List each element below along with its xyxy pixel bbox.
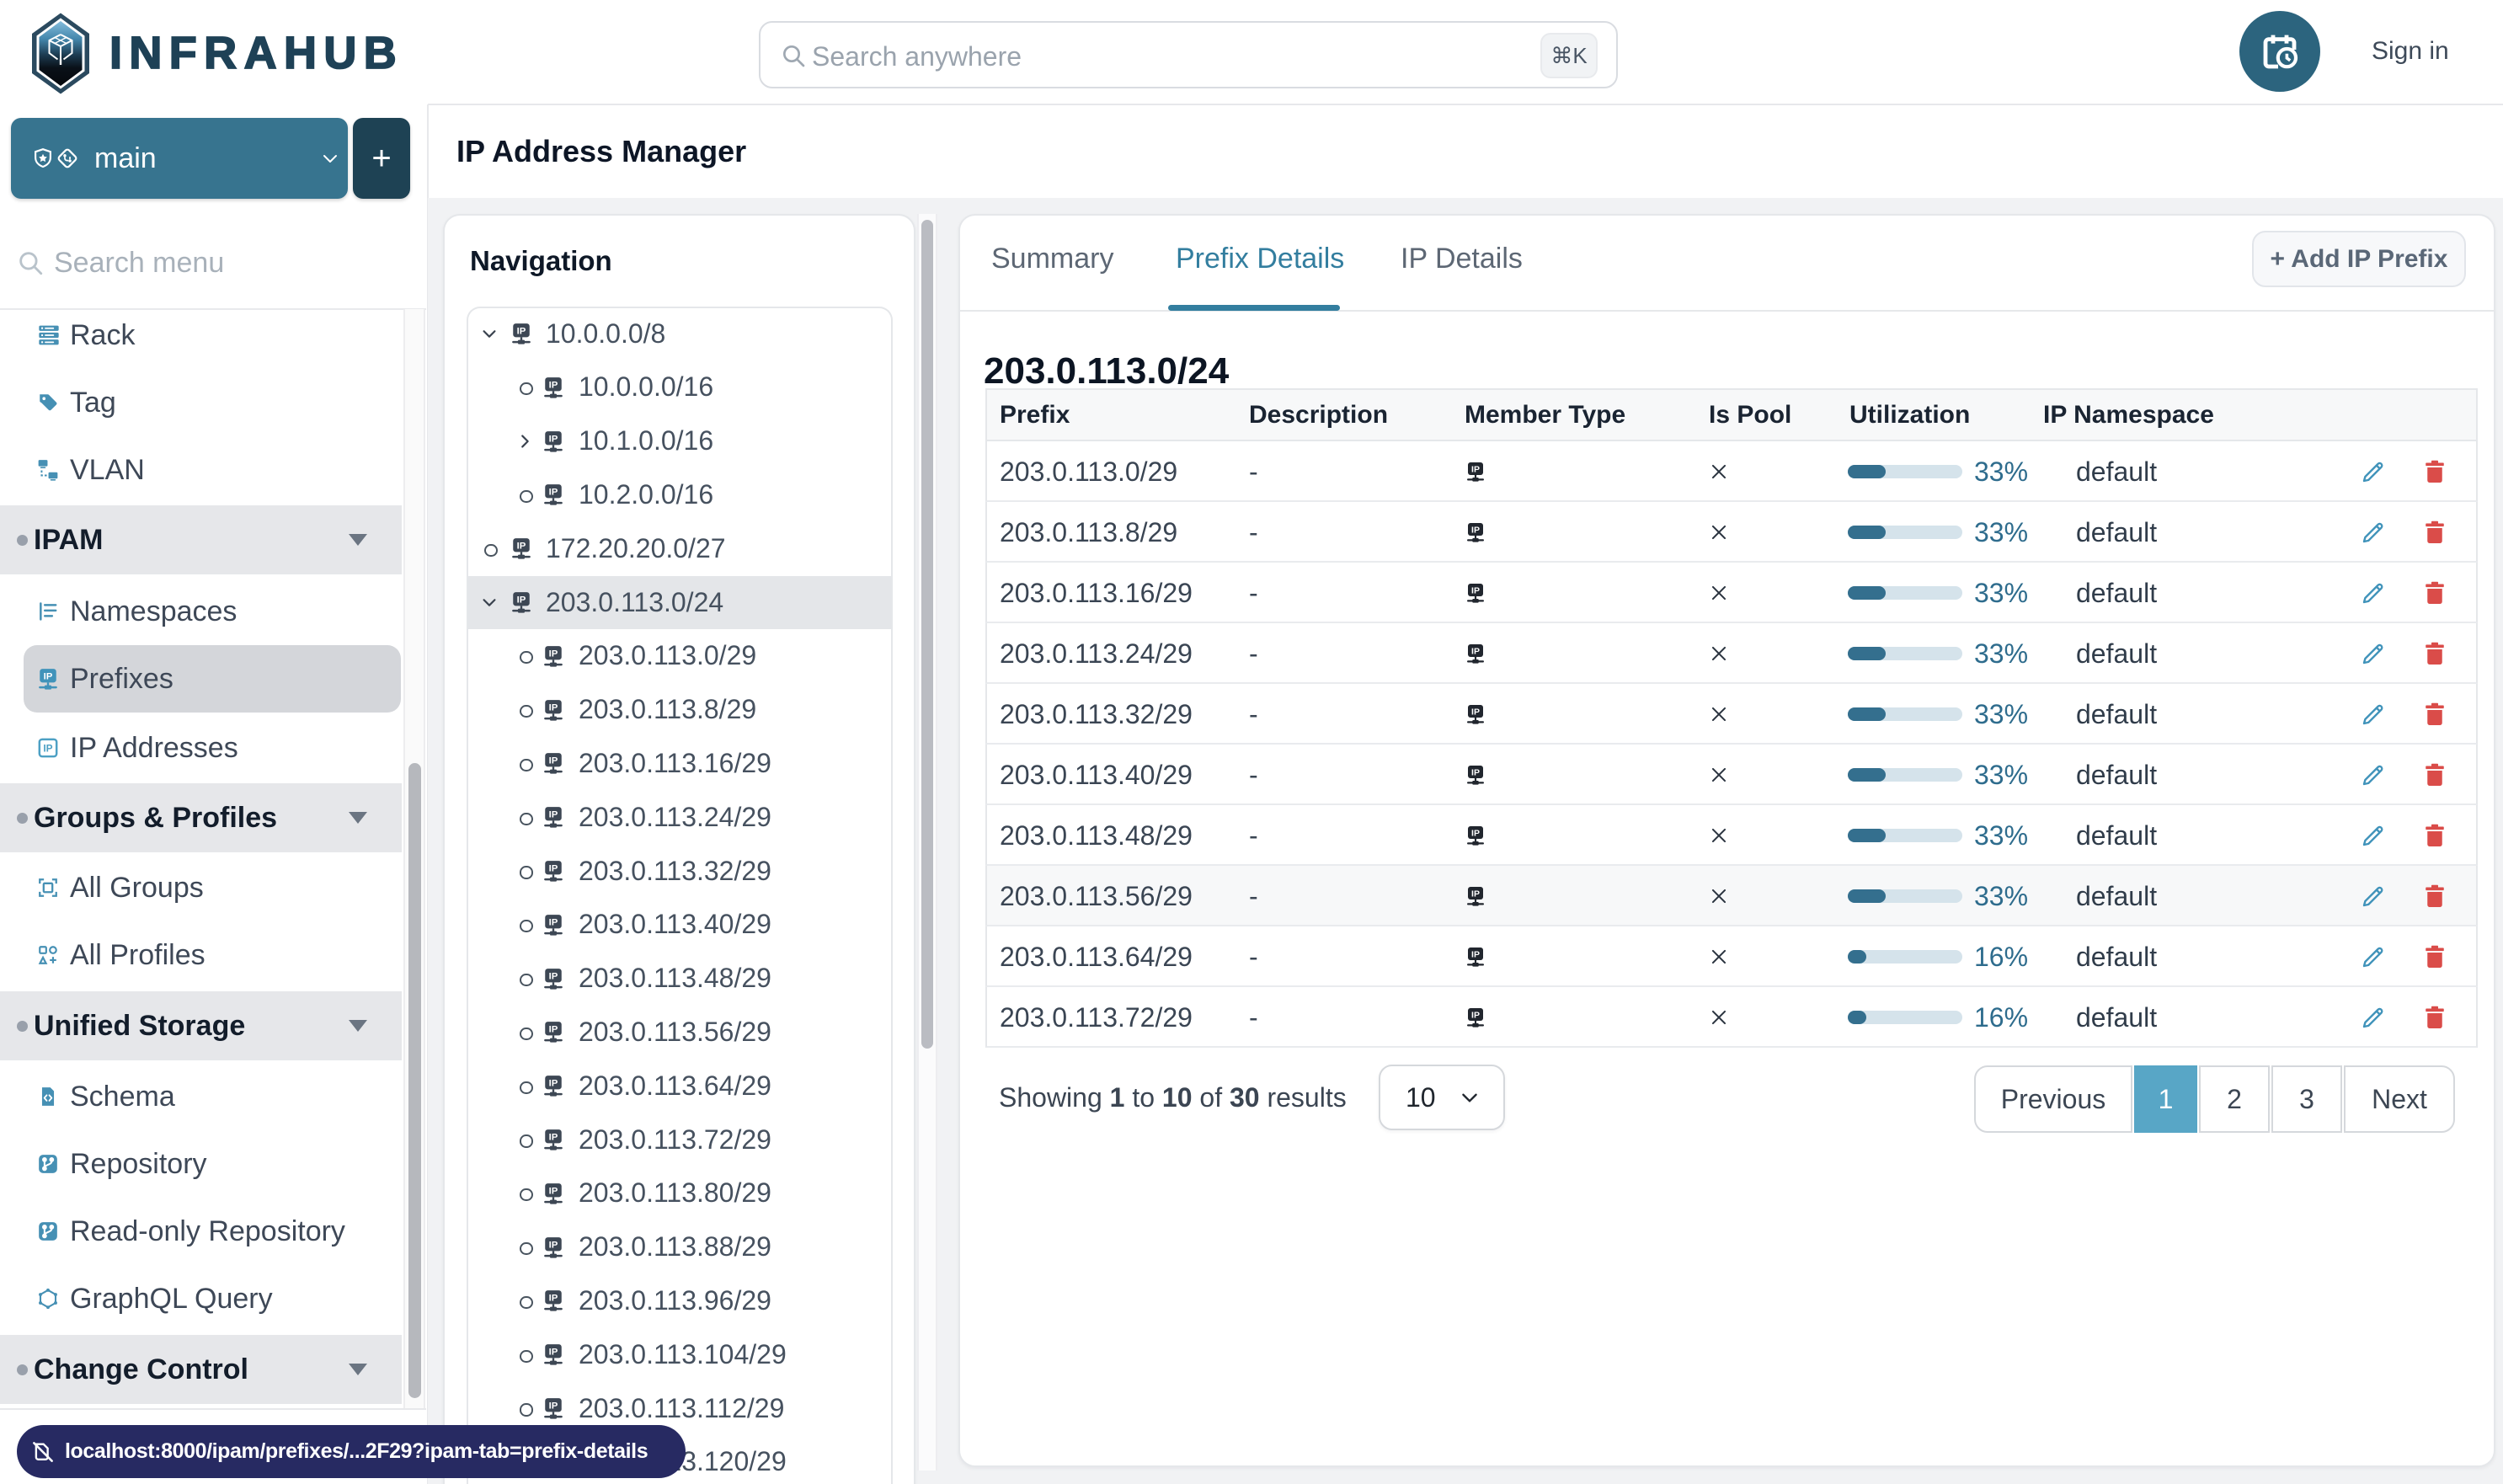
svg-text:IP: IP xyxy=(517,542,526,552)
svg-text:IP: IP xyxy=(549,649,558,659)
svg-text:IP: IP xyxy=(549,380,558,390)
svg-text:IP: IP xyxy=(549,1025,558,1035)
svg-text:IP: IP xyxy=(44,672,53,682)
svg-text:IP: IP xyxy=(1471,829,1480,839)
svg-text:IP: IP xyxy=(549,971,558,981)
svg-text:IP: IP xyxy=(1471,950,1480,960)
svg-text:IP: IP xyxy=(549,864,558,874)
svg-text:IP: IP xyxy=(549,1186,558,1196)
svg-text:IP: IP xyxy=(549,810,558,820)
svg-text:IP: IP xyxy=(1471,1011,1480,1021)
svg-text:IP: IP xyxy=(549,756,558,766)
svg-text:IP: IP xyxy=(517,327,526,337)
svg-text:IP: IP xyxy=(549,1133,558,1143)
svg-text:IP: IP xyxy=(549,488,558,498)
svg-text:IP: IP xyxy=(1471,647,1480,657)
svg-text:IP: IP xyxy=(517,595,526,606)
svg-text:IP: IP xyxy=(1471,465,1480,475)
svg-text:IP: IP xyxy=(549,434,558,444)
svg-text:IP: IP xyxy=(549,1294,558,1304)
svg-text:IP: IP xyxy=(1471,768,1480,778)
svg-text:IP: IP xyxy=(549,1240,558,1250)
svg-text:IP: IP xyxy=(1471,707,1480,718)
svg-text:IP: IP xyxy=(549,1401,558,1412)
svg-text:IP: IP xyxy=(549,702,558,713)
svg-text:IP: IP xyxy=(549,1079,558,1089)
svg-text:IP: IP xyxy=(549,1348,558,1358)
svg-text:IP: IP xyxy=(1471,526,1480,536)
svg-text:IP: IP xyxy=(43,743,52,755)
svg-text:IP: IP xyxy=(1471,889,1480,899)
svg-text:IP: IP xyxy=(1471,586,1480,596)
svg-text:IP: IP xyxy=(549,917,558,927)
